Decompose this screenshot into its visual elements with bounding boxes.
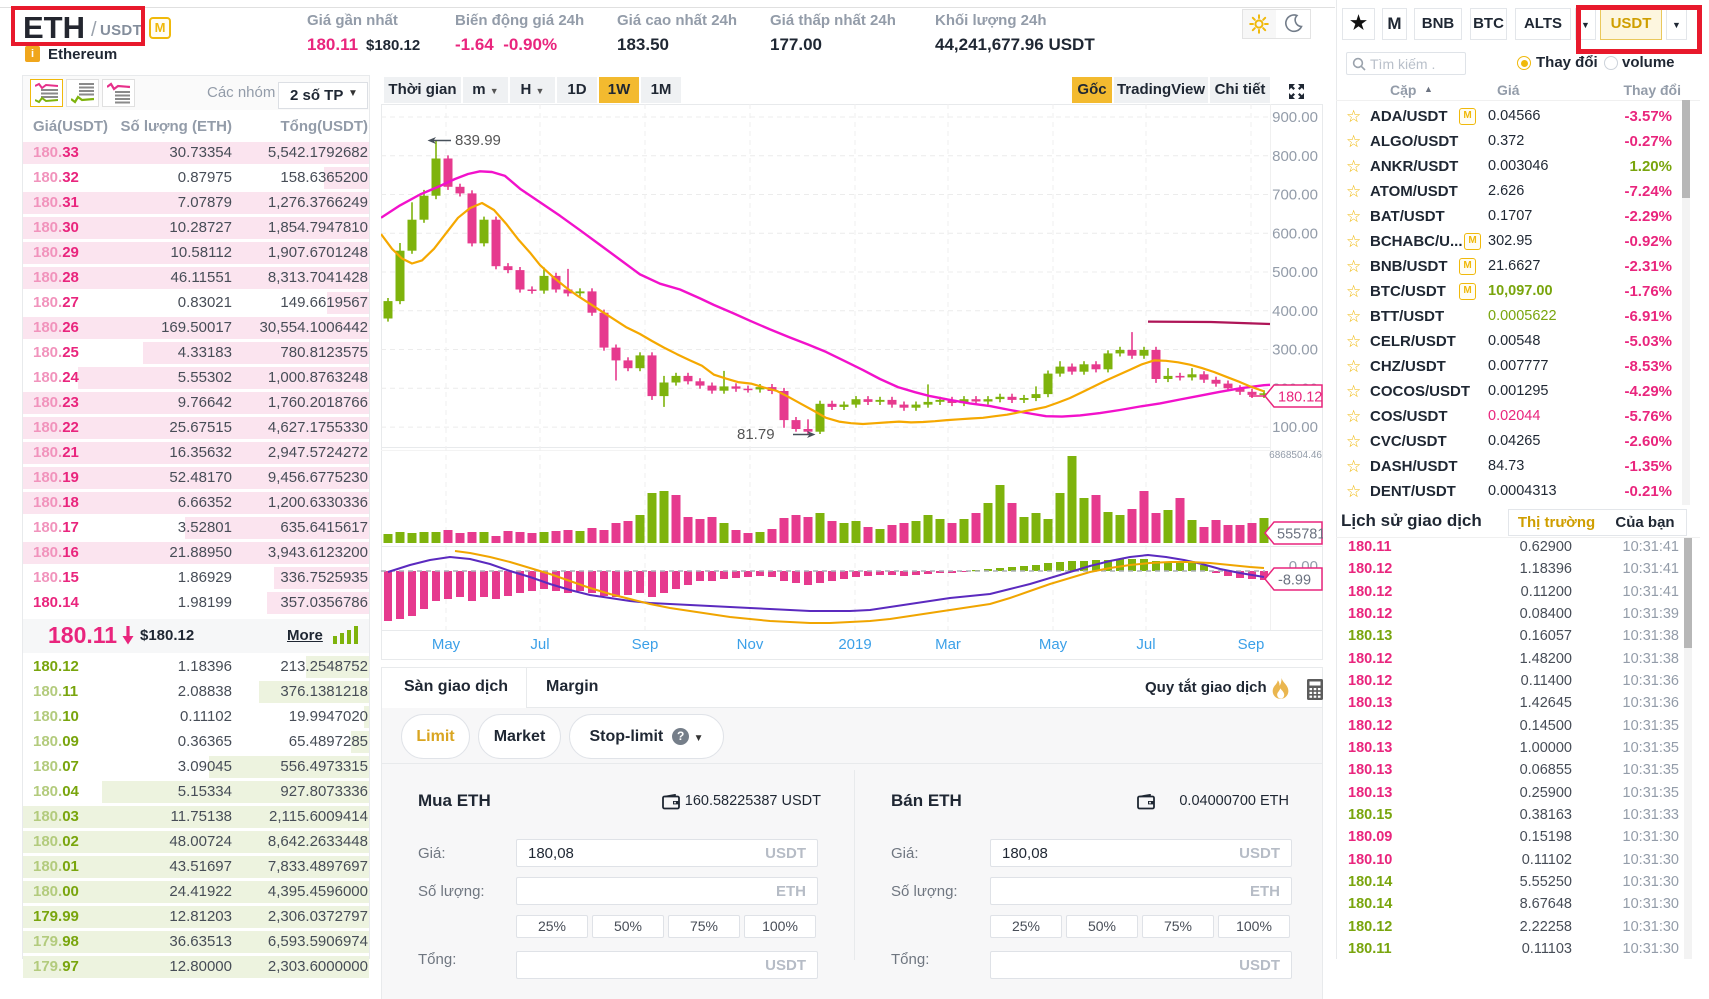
- svg-text:May: May: [1039, 636, 1068, 653]
- svg-text:81.79: 81.79: [737, 426, 775, 443]
- svg-text:180.12: 180.12: [1278, 390, 1322, 406]
- svg-text:800.00: 800.00: [1272, 148, 1318, 165]
- svg-text:Jul: Jul: [1136, 636, 1155, 653]
- svg-text:700.00: 700.00: [1272, 187, 1318, 204]
- svg-text:100.00: 100.00: [1272, 419, 1318, 436]
- svg-text:555781: 555781: [1277, 527, 1323, 543]
- svg-text:Sep: Sep: [1238, 636, 1265, 653]
- svg-text:-8.99: -8.99: [1278, 573, 1311, 589]
- svg-text:6868504.46: 6868504.46: [1269, 450, 1322, 461]
- svg-text:600.00: 600.00: [1272, 225, 1318, 242]
- svg-text:Jul: Jul: [530, 636, 549, 653]
- svg-text:Nov: Nov: [737, 636, 764, 653]
- svg-text:2019: 2019: [838, 636, 871, 653]
- svg-text:Mar: Mar: [935, 636, 961, 653]
- svg-text:Sep: Sep: [632, 636, 659, 653]
- svg-text:May: May: [432, 636, 461, 653]
- svg-text:300.00: 300.00: [1272, 342, 1318, 359]
- svg-text:900.00: 900.00: [1272, 109, 1318, 126]
- svg-text:500.00: 500.00: [1272, 264, 1318, 281]
- svg-text:839.99: 839.99: [455, 132, 501, 149]
- svg-text:400.00: 400.00: [1272, 303, 1318, 320]
